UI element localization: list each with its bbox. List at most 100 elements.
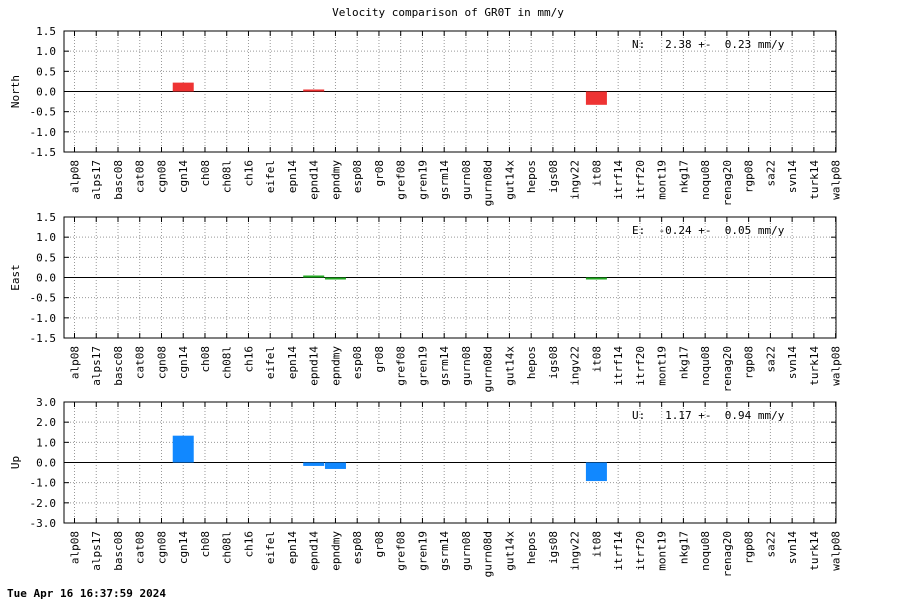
x-tick-label: gurn08d: [482, 346, 495, 392]
y-tick-label: -1.0: [30, 126, 57, 139]
x-tick-label: gref08: [395, 160, 408, 200]
x-tick-label: gut14x: [503, 346, 516, 386]
y-tick-label: 0.5: [36, 65, 56, 78]
x-tick-label: alp08: [69, 531, 82, 564]
x-tick-label: ingv22: [569, 346, 582, 386]
bar-epnd14: [303, 275, 325, 278]
x-tick-label: hepos: [525, 531, 538, 564]
y-axis-label: East: [9, 264, 22, 291]
x-tick-label: svn14: [786, 531, 799, 564]
y-tick-label: 1.0: [36, 45, 56, 58]
x-tick-label: epndmy: [329, 531, 342, 571]
x-tick-label: noqu08: [699, 346, 712, 386]
x-tick-label: eifel: [264, 346, 277, 379]
x-tick-label: epn14: [286, 531, 299, 564]
x-tick-label: svn14: [786, 346, 799, 379]
x-tick-label: nkg17: [677, 160, 690, 193]
x-tick-label: gref08: [395, 346, 408, 386]
x-tick-label: turk14: [808, 346, 821, 386]
x-tick-label: epnd14: [308, 160, 321, 200]
x-tick-label: ch08l: [221, 346, 234, 379]
x-tick-label: renag20: [721, 160, 734, 206]
x-tick-label: esp08: [351, 531, 364, 564]
y-tick-label: 0.0: [36, 272, 56, 285]
x-tick-label: ch08: [199, 160, 212, 187]
x-tick-label: gurn08d: [482, 531, 495, 577]
x-tick-label: noqu08: [699, 160, 712, 200]
y-tick-label: 1.5: [36, 25, 56, 38]
x-tick-label: it08: [590, 531, 603, 558]
x-tick-label: walp08: [830, 346, 843, 386]
x-tick-label: ch16: [242, 531, 255, 558]
y-tick-label: -0.5: [30, 292, 57, 305]
y-tick-label: -1.5: [30, 332, 57, 345]
x-tick-label: gren19: [416, 160, 429, 200]
x-tick-label: hepos: [525, 160, 538, 193]
x-tick-label: epnd14: [308, 346, 321, 386]
x-tick-label: cat08: [134, 346, 147, 379]
x-tick-label: igs08: [547, 160, 560, 193]
x-tick-label: cgn14: [177, 160, 190, 193]
x-tick-label: esp08: [351, 160, 364, 193]
x-tick-label: gren19: [416, 346, 429, 386]
x-tick-label: itrf14: [612, 531, 625, 571]
x-tick-label: mont19: [656, 531, 669, 571]
x-tick-label: alp08: [69, 346, 82, 379]
panel-east: -1.5 -1.0 -0.5 0.0 0.5 1.0 1.5 alp08 alps17 basc0…: [9, 211, 843, 392]
x-tick-label: itrf14: [612, 346, 625, 386]
y-tick-label: -0.5: [30, 106, 57, 119]
x-tick-label: epn14: [286, 346, 299, 379]
x-tick-label: igs08: [547, 346, 560, 379]
x-tick-label: ch16: [242, 160, 255, 187]
x-tick-label: igs08: [547, 531, 560, 564]
x-tick-label: gut14x: [503, 160, 516, 200]
x-tick-label: cgn08: [155, 346, 168, 379]
x-tick-label: it08: [590, 346, 603, 373]
x-tick-label: gurn08: [460, 346, 473, 386]
x-tick-label: rgp08: [743, 346, 756, 379]
stat-annotation: U: 1.17 +- 0.94 mm/y: [632, 409, 785, 422]
x-tick-label: gsrm14: [438, 531, 451, 571]
y-tick-label: 2.0: [36, 416, 56, 429]
x-tick-label: cgn08: [155, 531, 168, 564]
y-tick-label: 1.0: [36, 436, 56, 449]
x-tick-label: alps17: [90, 346, 103, 386]
x-tick-label: epndmy: [329, 346, 342, 386]
x-tick-label: gurn08d: [482, 160, 495, 206]
y-tick-label: -1.0: [30, 312, 57, 325]
x-tick-label: esp08: [351, 346, 364, 379]
bar-epndmy: [324, 277, 346, 280]
x-tick-label: noqu08: [699, 531, 712, 571]
stat-annotation: E: -0.24 +- 0.05 mm/y: [632, 224, 785, 237]
x-tick-label: walp08: [830, 531, 843, 571]
plot-frame: [63, 216, 837, 339]
x-tick-label: gr08: [373, 160, 386, 187]
chart-panels: -1.5 -1.0 -0.5 0.0 0.5 1.0 1.5 alp08 alps17 basc0…: [9, 25, 843, 577]
x-tick-label: itrf20: [634, 346, 647, 386]
x-tick-label: cat08: [134, 531, 147, 564]
stat-annotation: N: 2.38 +- 0.23 mm/y: [632, 38, 785, 51]
x-tick-label: walp08: [830, 160, 843, 200]
x-tick-label: cgn08: [155, 160, 168, 193]
bar-it08: [585, 277, 607, 280]
y-tick-label: 1.0: [36, 231, 56, 244]
x-tick-label: sa22: [764, 160, 777, 187]
y-tick-label: 0.5: [36, 251, 56, 264]
x-tick-label: rgp08: [743, 531, 756, 564]
timestamp-label: Tue Apr 16 16:37:59 2024: [7, 587, 166, 600]
x-tick-label: turk14: [808, 160, 821, 200]
x-tick-label: itrf14: [612, 160, 625, 200]
x-tick-label: gref08: [395, 531, 408, 571]
bar-cgn14: [172, 82, 194, 92]
x-tick-label: it08: [590, 160, 603, 187]
x-tick-label: ch08l: [221, 160, 234, 193]
x-tick-label: eifel: [264, 531, 277, 564]
y-tick-label: -1.0: [30, 477, 57, 490]
x-tick-label: epn14: [286, 160, 299, 193]
x-tick-label: alps17: [90, 160, 103, 200]
bar-cgn14: [172, 435, 194, 463]
x-tick-label: gsrm14: [438, 346, 451, 386]
plot-frame: [63, 30, 837, 153]
chart-title: Velocity comparison of GR0T in mm/y: [332, 6, 564, 19]
